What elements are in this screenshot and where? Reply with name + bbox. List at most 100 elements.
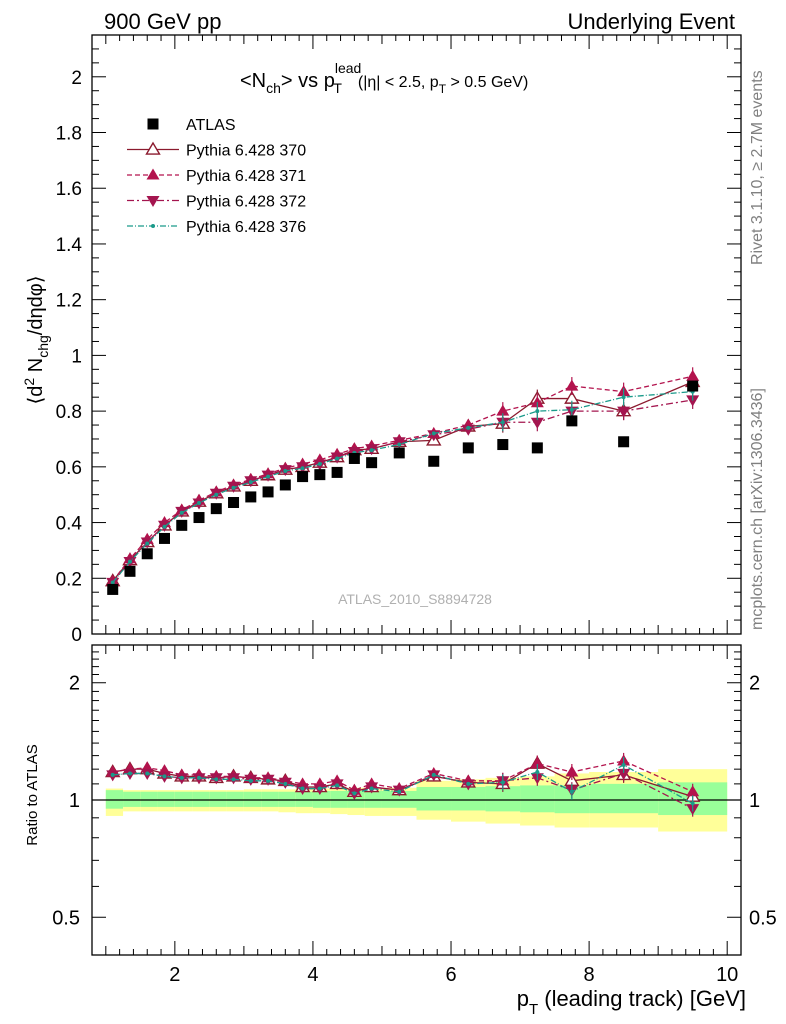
ratio-point	[530, 757, 544, 769]
y-tick-label: 1.8	[56, 124, 82, 145]
ratio-stat-band	[192, 791, 210, 807]
atlas-point	[228, 496, 240, 508]
y-tick-label: 0.8	[56, 402, 82, 423]
ratio-point	[686, 785, 700, 797]
atlas-point	[348, 452, 360, 464]
ratio-point	[352, 791, 357, 796]
x-tick-label: 6	[445, 964, 456, 986]
atlas-point	[193, 512, 205, 524]
ratio-stat-band	[451, 786, 486, 811]
ratio-point	[369, 786, 374, 791]
series-point	[535, 409, 540, 414]
atlas-point	[393, 447, 405, 459]
y-tick-label: 0.4	[56, 514, 83, 535]
atlas-point	[314, 469, 326, 481]
ratio-point	[162, 774, 167, 779]
series-point	[197, 501, 202, 506]
atlas-point	[428, 455, 440, 467]
x-tick-label: 2	[169, 964, 180, 986]
ratio-stat-band	[520, 785, 555, 813]
series-point	[369, 448, 374, 453]
atlas-point	[210, 503, 222, 515]
main-frame	[91, 34, 742, 635]
series-point	[496, 404, 510, 416]
main-title: <Nch> vs plead T (|η| < 2.5, pT > 0.5 GeV)	[240, 60, 528, 96]
series-point	[266, 474, 271, 479]
series-point	[569, 407, 574, 412]
ratio-y-tick-label-right: 0.5	[749, 907, 777, 929]
series-point	[686, 395, 700, 407]
ratio-stat-band	[295, 791, 313, 807]
ratio-point	[431, 772, 436, 777]
series-point	[162, 524, 167, 529]
series-point	[335, 456, 340, 461]
atlas-point	[331, 466, 343, 478]
ratio-line-4	[112, 764, 693, 804]
series-point	[530, 396, 544, 408]
series-point	[110, 580, 115, 585]
y-tick-label: 0	[71, 625, 82, 646]
ratio-point	[397, 789, 402, 794]
ratio-point	[145, 771, 150, 776]
ratio-point	[283, 781, 288, 786]
series-point	[431, 431, 436, 436]
x-axis-label: pT (leading track) [GeV]	[517, 986, 746, 1018]
x-tick-label: 4	[307, 964, 318, 986]
ratio-y-tick-label-right: 2	[749, 673, 760, 695]
y-tick-label: 1.2	[56, 291, 82, 312]
x-tick-label: 10	[716, 964, 738, 986]
series-point	[500, 420, 505, 425]
atlas-point	[279, 479, 291, 491]
series-point	[214, 492, 219, 497]
series-point	[565, 379, 579, 391]
y-tick-label: 1.6	[56, 179, 82, 200]
atlas-point	[462, 442, 474, 454]
ratio-y-tick-label: 2	[69, 673, 80, 695]
series-point	[145, 541, 150, 546]
series-point	[466, 425, 471, 430]
ratio-stat-band	[261, 791, 279, 807]
atlas-point	[497, 439, 509, 451]
ratio-point	[179, 775, 184, 780]
y-tick-label: 0.2	[56, 569, 82, 590]
ratio-point	[535, 770, 540, 775]
series-point	[179, 510, 184, 515]
legend-marker	[147, 118, 159, 130]
header-right: Underlying Event	[567, 9, 735, 34]
ratio-stat-band	[174, 791, 193, 807]
series-point	[461, 424, 475, 436]
atlas-point	[297, 471, 309, 483]
ratio-stat-band	[278, 791, 296, 807]
legend-marker	[146, 168, 160, 180]
ratio-point	[690, 801, 695, 806]
ratio-point	[565, 765, 579, 777]
ratio-stat-band	[364, 790, 382, 808]
series-point	[686, 369, 700, 381]
atlas-point	[687, 380, 699, 392]
ratio-point	[500, 780, 505, 785]
legend-marker	[145, 141, 161, 155]
atlas-point	[618, 436, 630, 448]
series-point	[621, 395, 626, 400]
ratio-stat-band	[381, 790, 417, 808]
series-point	[127, 559, 132, 564]
ratio-point	[127, 771, 132, 776]
ratio-stat-band	[140, 791, 158, 807]
ratio-stat-band	[157, 791, 175, 807]
series-point	[283, 469, 288, 474]
ratio-stat-band	[416, 786, 452, 811]
legend-entry: ATLAS	[186, 117, 236, 134]
series-point	[300, 466, 305, 471]
ratio-point	[335, 783, 340, 788]
series-line-4	[112, 390, 693, 583]
ratio-y-tick-label: 0.5	[52, 907, 80, 929]
ratio-point	[569, 789, 574, 794]
legend-entry: Pythia 6.428 370	[186, 143, 306, 160]
ratio-y-tick-label: 1	[69, 790, 80, 812]
ratio-point	[110, 772, 115, 777]
main-ylabel: ⟨d2 Nchg/dηdφ⟩	[21, 275, 51, 404]
atlas-point	[141, 548, 153, 560]
ratio-stat-band	[226, 791, 244, 807]
atlas-point	[158, 532, 170, 544]
